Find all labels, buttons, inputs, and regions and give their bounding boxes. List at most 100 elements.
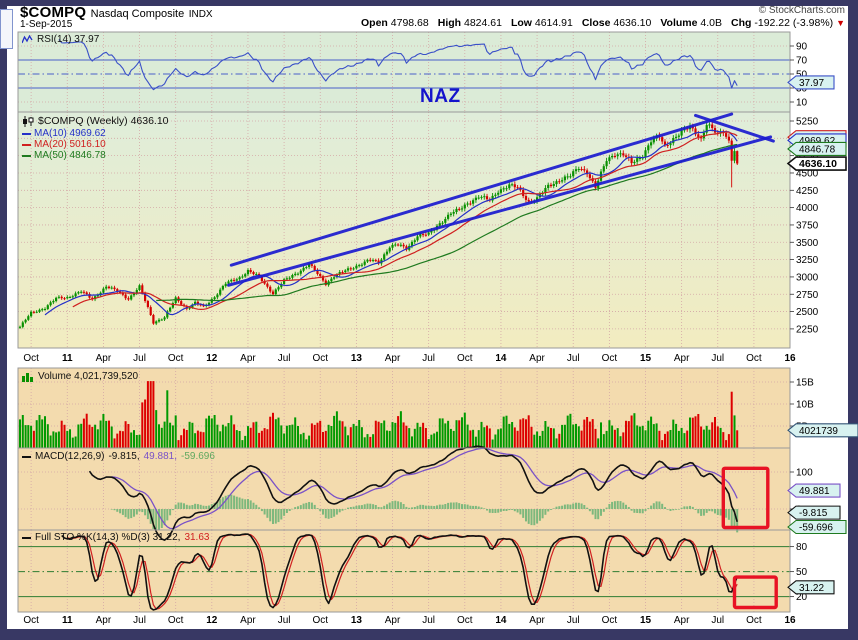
svg-text:4021739: 4021739 — [799, 426, 838, 437]
svg-text:Apr: Apr — [96, 353, 112, 364]
trend-channel-lines — [227, 112, 775, 287]
date-axis-labels: Oct Oct 11 11 Apr Apr Jul Jul Oct Oct 12 12 Apr Apr Ju… — [23, 353, 796, 626]
quote-change: Chg -192.22 (-3.98%) ▼ — [731, 17, 845, 29]
svg-text:70: 70 — [796, 56, 808, 67]
chart-title: $COMPQ Nasdaq Composite INDX — [20, 4, 213, 22]
value-callout — [787, 75, 835, 90]
rsi-legend-label: RSI(14) 37.97 — [37, 34, 100, 45]
red-highlight-box — [721, 466, 770, 530]
svg-text:Jul: Jul — [422, 353, 435, 364]
moving-average-lines — [44, 129, 738, 316]
svg-text:Oct: Oct — [602, 615, 618, 626]
svg-text:Jul: Jul — [567, 353, 580, 364]
price-candles — [18, 121, 739, 329]
svg-text:5250: 5250 — [796, 117, 819, 128]
svg-text:Oct: Oct — [312, 353, 328, 364]
svg-text:14: 14 — [495, 615, 507, 626]
svg-text:4500: 4500 — [796, 168, 819, 179]
svg-text:Oct: Oct — [457, 615, 473, 626]
svg-text:4846.78: 4846.78 — [799, 144, 836, 155]
value-callout — [787, 519, 847, 535]
ma50-legend: MA(50) 4846.78 — [22, 150, 106, 161]
svg-text:Oct: Oct — [457, 353, 473, 364]
svg-text:15: 15 — [640, 615, 652, 626]
panel-borders — [17, 31, 791, 613]
svg-text:2500: 2500 — [796, 307, 819, 318]
ma10-line-icon — [22, 132, 31, 135]
ma50-line-icon — [22, 154, 31, 157]
svg-text:Oct: Oct — [746, 615, 762, 626]
svg-text:Apr: Apr — [674, 353, 690, 364]
svg-text:31.22: 31.22 — [799, 583, 824, 594]
svg-text:37.97: 37.97 — [799, 78, 824, 89]
svg-text:Jul: Jul — [278, 353, 291, 364]
rsi-indicator-icon — [21, 34, 33, 45]
quote-close: Close 4636.10 — [581, 17, 652, 29]
svg-text:Oct: Oct — [746, 353, 762, 364]
sto-d-value: 31.63 — [184, 532, 210, 543]
naz-annotation: NAZ — [420, 86, 461, 107]
svg-text:12: 12 — [206, 353, 218, 364]
svg-text:16: 16 — [784, 353, 796, 364]
scrollbar-fragment — [0, 9, 13, 49]
svg-text:4969.62: 4969.62 — [799, 136, 836, 147]
sto-main-value: Full STO %K(14,3) %D(3) 31.22, — [35, 532, 181, 543]
svg-text:Oct: Oct — [23, 615, 39, 626]
value-callout — [786, 156, 847, 171]
value-callout — [787, 483, 841, 498]
ma50-label: MA(50) 4846.78 — [34, 150, 106, 161]
svg-text:4250: 4250 — [796, 186, 819, 197]
macd-name: MACD(12,26,9) — [35, 451, 105, 462]
svg-text:Oct: Oct — [23, 353, 39, 364]
svg-text:Apr: Apr — [240, 615, 256, 626]
quote-bar: Open 4798.68 High 4824.61 Low 4614.91 Cl… — [361, 17, 845, 29]
svg-text:-9.815: -9.815 — [799, 508, 828, 519]
svg-text:4000: 4000 — [796, 203, 819, 214]
svg-text:2750: 2750 — [796, 290, 819, 301]
svg-text:Apr: Apr — [96, 615, 112, 626]
svg-text:Jul: Jul — [567, 615, 580, 626]
quote-open: Open 4798.68 — [361, 17, 429, 29]
copyright: © StockCharts.com — [758, 5, 845, 16]
value-callout — [787, 580, 835, 595]
ma20-legend: MA(20) 5016.10 — [22, 139, 106, 150]
svg-text:Oct: Oct — [602, 353, 618, 364]
svg-text:Oct: Oct — [168, 615, 184, 626]
svg-text:10: 10 — [796, 98, 808, 109]
svg-text:11: 11 — [62, 615, 73, 626]
chart-date: 1-Sep-2015 — [20, 19, 73, 30]
price-legend: $COMPQ (Weekly) 4636.10 — [22, 115, 169, 127]
svg-text:16: 16 — [784, 615, 796, 626]
value-callout — [787, 423, 858, 438]
ma20-line-icon — [22, 143, 31, 146]
svg-text:10B: 10B — [796, 400, 814, 411]
svg-text:Oct: Oct — [168, 353, 184, 364]
svg-text:Apr: Apr — [240, 353, 256, 364]
candlestick-icon — [22, 115, 34, 127]
stochastic-series — [61, 533, 738, 611]
sto-legend: Full STO %K(14,3) %D(3) 31.22, 31.63 — [22, 532, 209, 543]
svg-text:4636.10: 4636.10 — [799, 158, 837, 170]
macd-line-icon — [22, 455, 31, 458]
svg-text:Jul: Jul — [711, 353, 724, 364]
svg-text:3750: 3750 — [796, 220, 819, 231]
quote-low: Low 4614.91 — [510, 17, 573, 29]
svg-text:Apr: Apr — [674, 615, 690, 626]
volume-legend-label: Volume 4,021,739,520 — [38, 371, 139, 382]
svg-text:13: 13 — [351, 353, 363, 364]
quote-high: High 4824.61 — [437, 17, 502, 29]
value-callout — [787, 141, 847, 156]
change-down-triangle-icon: ▼ — [836, 18, 845, 28]
svg-text:3000: 3000 — [796, 272, 819, 283]
svg-text:15: 15 — [640, 353, 652, 364]
svg-text:Oct: Oct — [312, 615, 328, 626]
svg-text:Jul: Jul — [711, 615, 724, 626]
svg-text:Apr: Apr — [529, 353, 545, 364]
svg-text:Jul: Jul — [133, 615, 146, 626]
rsi-legend: RSI(14) 37.97 — [21, 34, 100, 45]
svg-text:50: 50 — [796, 70, 808, 81]
price-legend-label: $COMPQ (Weekly) 4636.10 — [38, 115, 169, 127]
volume-bars — [19, 381, 739, 448]
